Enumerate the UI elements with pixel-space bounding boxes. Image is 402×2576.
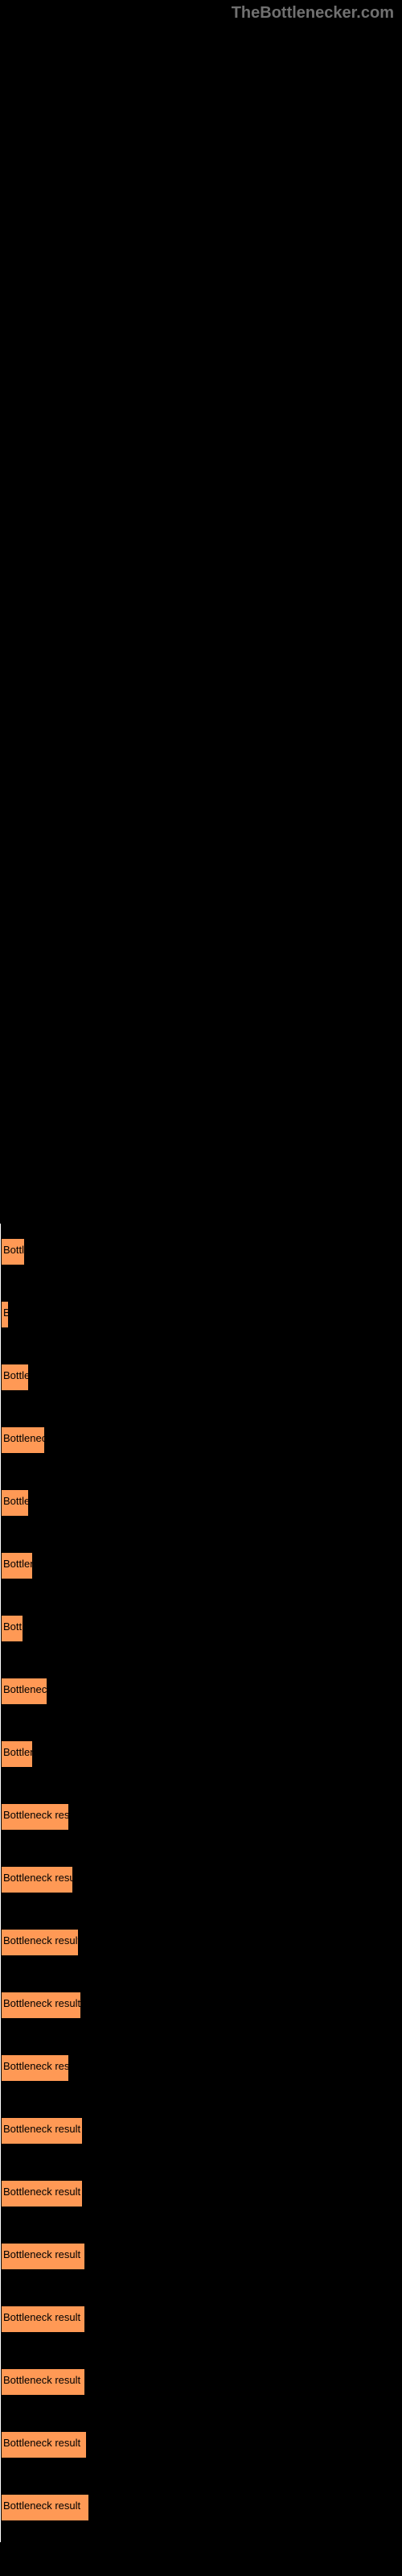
bar-row: Bottleneck res bbox=[0, 2040, 402, 2096]
bar-row: Bottlene bbox=[0, 1538, 402, 1594]
bar-label: Bottleneck res bbox=[3, 2060, 72, 2072]
bar-row: Bottleneck result bbox=[0, 1977, 402, 2033]
bar-label: Bottleneck resu bbox=[3, 1872, 76, 1884]
bar-label: Bottleneck result bbox=[3, 2123, 85, 2135]
bar-label: Bottlene bbox=[3, 1558, 35, 1570]
bar-label: Bottle bbox=[3, 1244, 27, 1256]
bar-label: Bottlen bbox=[3, 1369, 31, 1381]
bar-row: Bottleneck bbox=[0, 1412, 402, 1468]
bar-label: Bottlen bbox=[3, 1495, 31, 1507]
bar-label: Bottleneck result bbox=[3, 2248, 88, 2260]
bar-row: Bottleneck bbox=[0, 1663, 402, 1719]
bar-row: Bottlene bbox=[0, 1726, 402, 1782]
bar-row: Bottleneck result bbox=[0, 2479, 402, 2536]
bar-label: Bottl bbox=[3, 1620, 26, 1633]
bar-row: Bottleneck result bbox=[0, 1914, 402, 1971]
bar-chart: Bottle B Bottlen Bottleneck Bottlen Bottlene B… bbox=[0, 1224, 402, 2542]
bar-row: Bottleneck result bbox=[0, 2103, 402, 2159]
bar-row: B bbox=[0, 1286, 402, 1343]
bar-label: Bottleneck result bbox=[3, 2374, 88, 2386]
bar-row: Bottleneck result bbox=[0, 2228, 402, 2285]
bar-row: Bottleneck result bbox=[0, 2354, 402, 2410]
bar-label: Bottleneck result bbox=[3, 2186, 85, 2198]
bar-label: Bottleneck res bbox=[3, 1809, 72, 1821]
watermark-text: TheBottlenecker.com bbox=[232, 4, 394, 23]
bar-row: Bottleneck resu bbox=[0, 1852, 402, 1908]
bar-label: Bottleneck result bbox=[3, 2437, 89, 2449]
bar-row: Bottleneck result bbox=[0, 2291, 402, 2347]
bar-label: Bottleneck result bbox=[3, 2500, 92, 2512]
bars-container: Bottle B Bottlen Bottleneck Bottlen Bottlene B… bbox=[0, 1224, 402, 2536]
bar-label: Bottlene bbox=[3, 1746, 35, 1758]
bar-row: Bottlen bbox=[0, 1349, 402, 1406]
bar-label: B bbox=[3, 1307, 11, 1319]
bar-label: Bottleneck result bbox=[3, 1934, 81, 1946]
bar-label: Bottleneck bbox=[3, 1432, 47, 1444]
bar-label: Bottleneck bbox=[3, 1683, 50, 1695]
bar-label: Bottleneck result bbox=[3, 2311, 88, 2323]
bar-label: Bottleneck result bbox=[3, 1997, 84, 2009]
bar-row: Bottleneck res bbox=[0, 1789, 402, 1845]
bar-row: Bottle bbox=[0, 1224, 402, 1280]
bar-row: Bottleneck result bbox=[0, 2165, 402, 2222]
bar-row: Bottlen bbox=[0, 1475, 402, 1531]
bar-row: Bottleneck result bbox=[0, 2417, 402, 2473]
bar-row: Bottl bbox=[0, 1600, 402, 1657]
